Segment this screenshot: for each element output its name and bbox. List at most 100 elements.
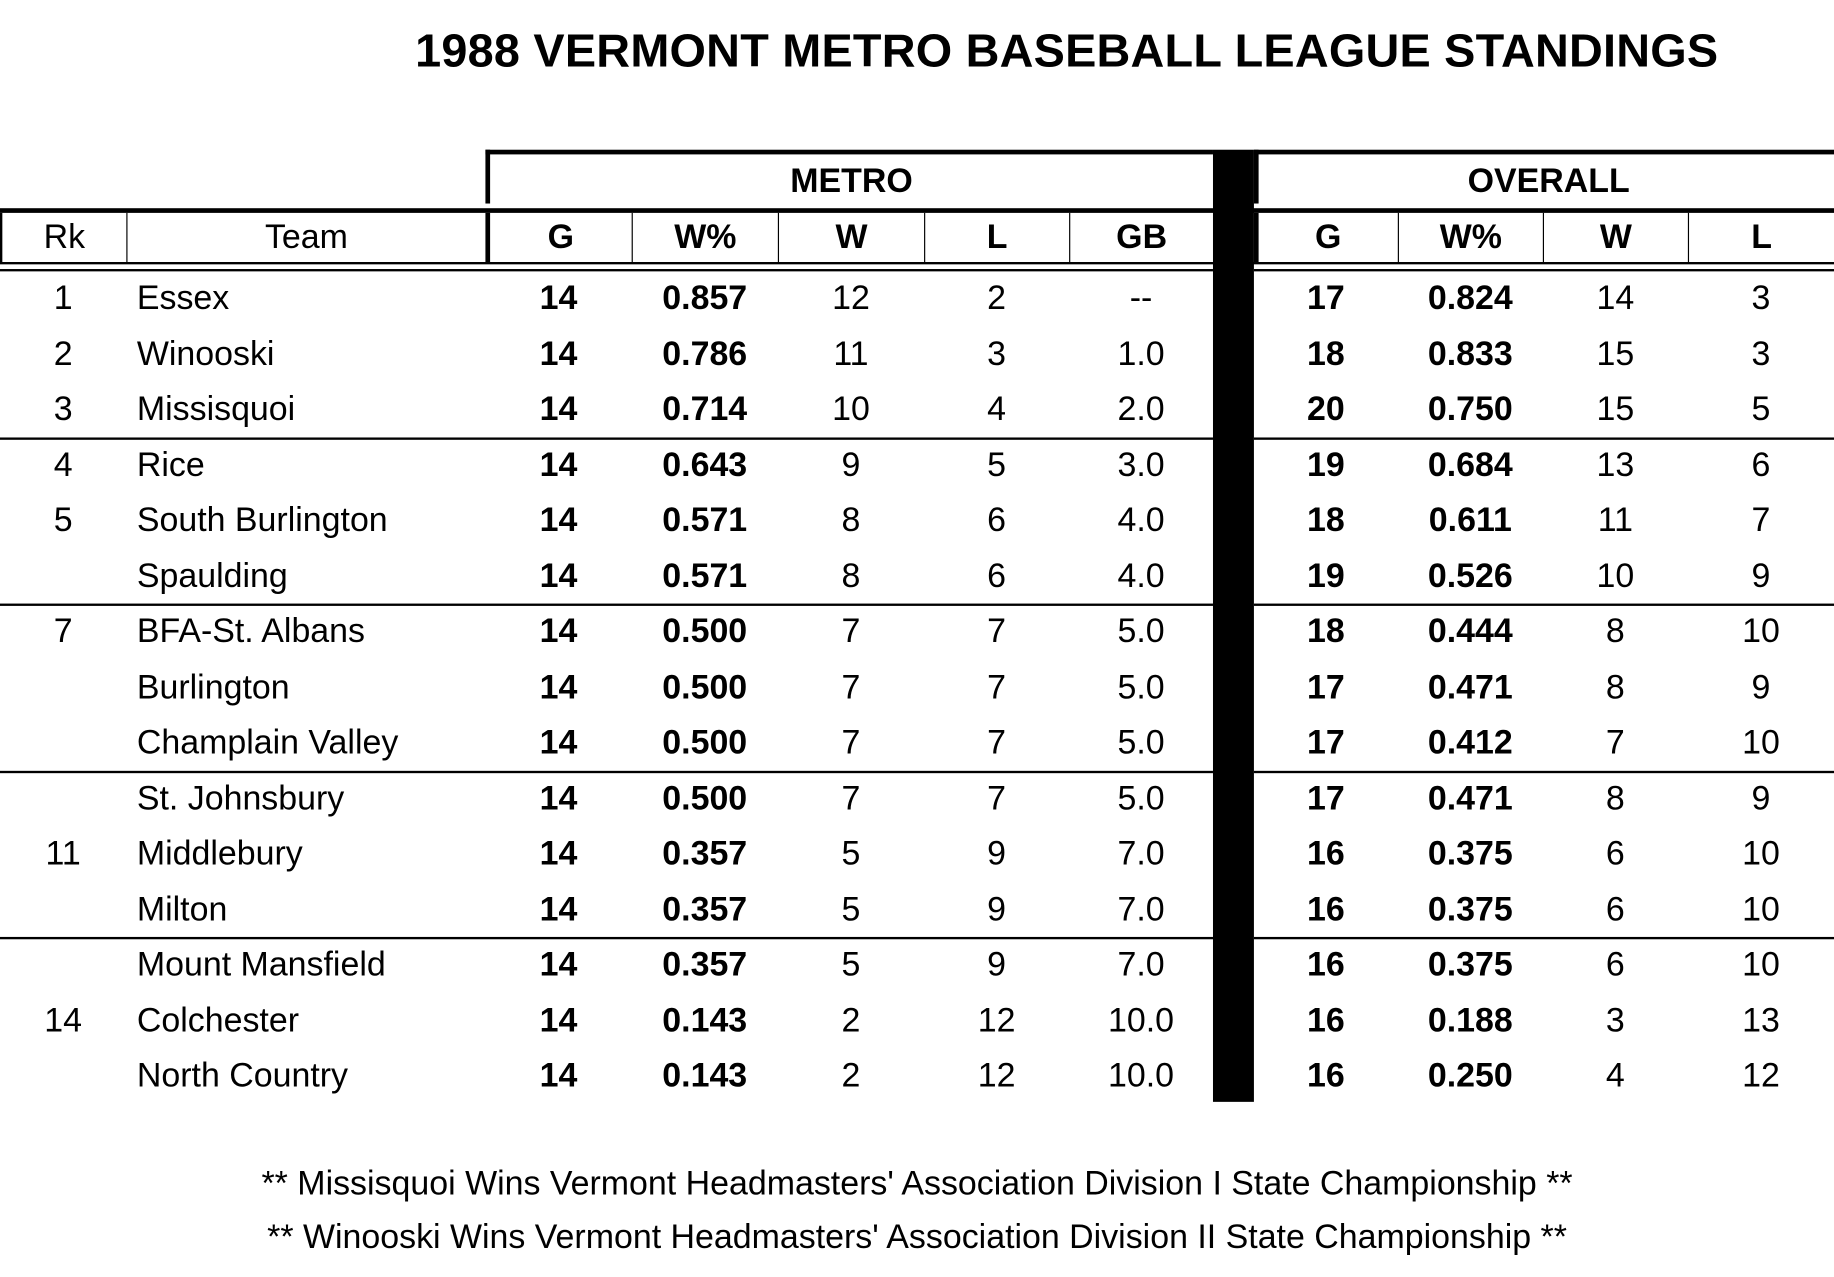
column-header: L (924, 212, 1069, 263)
overall-wins-cell: 15 (1596, 390, 1635, 429)
metro-wins-cell: 12 (832, 279, 870, 317)
metro-losses-cell: 12 (977, 1001, 1016, 1040)
rank-cell (0, 771, 126, 826)
overall-games-cell: 18 (1306, 335, 1345, 373)
overall-wins-cell: 8 (1605, 612, 1625, 651)
overall-games-cell: 16 (1306, 1001, 1345, 1040)
column-header: W (777, 212, 924, 263)
metro-win-pct-cell: 0.143 (662, 1001, 748, 1040)
metro-games-cell: 14 (539, 1001, 578, 1040)
team-cell: Middlebury (136, 835, 303, 873)
rank-cell (0, 938, 126, 993)
metro-games-cell: 14 (539, 612, 578, 651)
team-cell: Champlain Valley (136, 724, 399, 762)
metro-wins-cell: 7 (841, 612, 861, 651)
metro-wins-cell: 7 (841, 779, 861, 818)
metro-wins-cell: 5 (841, 835, 861, 873)
overall-losses-cell: 7 (1751, 501, 1771, 540)
overall-losses-cell: 9 (1751, 668, 1771, 706)
overall-games-cell: 16 (1306, 946, 1345, 984)
metro-losses-cell: 2 (987, 279, 1007, 317)
overall-wins-cell: 8 (1605, 779, 1625, 818)
overall-losses-cell: 10 (1742, 890, 1780, 929)
metro-win-pct-cell: 0.500 (662, 668, 748, 706)
rank-cell: 14 (44, 1001, 83, 1040)
overall-win-pct-cell: 0.471 (1427, 779, 1513, 818)
group-separator (0, 770, 1213, 773)
metro-win-pct-cell: 0.714 (662, 390, 748, 429)
overall-win-pct-cell: 0.412 (1427, 724, 1513, 762)
metro-losses-cell: 9 (987, 890, 1007, 929)
overall-games-cell: 16 (1306, 1057, 1345, 1095)
overall-wins-cell: 13 (1596, 446, 1635, 484)
team-cell: North Country (136, 1057, 349, 1095)
table-row: 4 Rice 14 0.643 9 5 3.0 19 0.684 13 6 (0, 438, 1834, 494)
overall-games-cell: 16 (1306, 835, 1345, 873)
column-header: L (1687, 212, 1834, 263)
team-cell: South Burlington (136, 501, 388, 540)
table-row: 7 BFA-St. Albans 14 0.500 7 7 5.0 18 0.444 8 10 (0, 605, 1834, 661)
overall-win-pct-cell: 0.250 (1427, 1057, 1513, 1095)
team-cell: Burlington (136, 668, 290, 706)
overall-losses-cell: 6 (1751, 446, 1771, 484)
overall-wins-cell: 7 (1605, 724, 1625, 762)
table-row: North Country 14 0.143 2 12 10.0 16 0.250 4 12 (0, 1049, 1834, 1105)
metro-wins-cell: 8 (841, 501, 861, 540)
overall-games-cell: 18 (1306, 612, 1345, 651)
metro-win-pct-cell: 0.571 (662, 557, 748, 595)
overall-wins-cell: 8 (1605, 668, 1625, 706)
team-cell: Colchester (136, 1001, 300, 1040)
table-row: Spaulding 14 0.571 8 6 4.0 19 0.526 10 9 (0, 549, 1834, 605)
table-row: Milton 14 0.357 5 9 7.0 16 0.375 6 10 (0, 883, 1834, 939)
column-header: W% (1397, 212, 1543, 263)
metro-losses-cell: 7 (987, 612, 1007, 651)
metro-win-pct-cell: 0.643 (662, 446, 748, 484)
group-separator (1253, 436, 1834, 440)
metro-wins-cell: 2 (841, 1001, 861, 1040)
overall-win-pct-cell: 0.833 (1427, 335, 1513, 373)
overall-games-cell: 19 (1306, 557, 1345, 595)
overall-games-cell: 17 (1306, 724, 1345, 762)
games-behind-cell: 2.0 (1117, 390, 1165, 429)
table-row: 2 Winooski 14 0.786 11 3 1.0 18 0.833 15 3 (0, 327, 1834, 383)
team-cell: Mount Mansfield (136, 946, 386, 984)
metro-wins-cell: 7 (841, 668, 861, 706)
overall-losses-cell: 10 (1742, 835, 1780, 873)
overall-games-cell: 17 (1306, 668, 1345, 706)
group-separator (0, 603, 1213, 606)
rank-cell (0, 883, 126, 938)
metro-games-cell: 14 (539, 890, 578, 929)
rank-cell: 5 (53, 501, 73, 540)
games-behind-cell: 7.0 (1117, 946, 1165, 984)
overall-losses-cell: 13 (1742, 1001, 1780, 1040)
overall-losses-cell: 12 (1742, 1057, 1780, 1095)
metro-games-cell: 14 (539, 668, 578, 706)
games-behind-cell: 5.0 (1117, 612, 1165, 651)
overall-wins-cell: 14 (1596, 279, 1635, 317)
group-separator (1253, 603, 1834, 606)
metro-wins-cell: 5 (841, 946, 861, 984)
overall-wins-cell: 15 (1596, 335, 1635, 373)
metro-losses-cell: 3 (987, 335, 1007, 373)
group-separator (0, 436, 1213, 440)
metro-wins-cell: 8 (841, 557, 861, 595)
overall-losses-cell: 3 (1751, 279, 1771, 317)
games-behind-cell: 3.0 (1117, 446, 1165, 484)
metro-win-pct-cell: 0.500 (662, 724, 748, 762)
metro-games-cell: 14 (539, 724, 578, 762)
metro-losses-cell: 6 (987, 501, 1007, 540)
column-header: Rk (0, 212, 126, 263)
team-cell: BFA-St. Albans (136, 612, 366, 651)
overall-win-pct-cell: 0.471 (1427, 668, 1513, 706)
rank-cell (0, 660, 126, 715)
overall-win-pct-cell: 0.375 (1427, 890, 1513, 929)
group-separator (1253, 936, 1834, 940)
table-row: St. Johnsbury 14 0.500 7 7 5.0 17 0.471 8 9 (0, 771, 1834, 827)
rank-cell: 11 (45, 835, 81, 873)
overall-win-pct-cell: 0.444 (1427, 612, 1513, 651)
table-row: 14 Colchester 14 0.143 2 12 10.0 16 0.188 3 13 (0, 994, 1834, 1050)
overall-wins-cell: 10 (1596, 557, 1635, 595)
footnote-1: ** Missisquoi Wins Vermont Headmasters' … (261, 1165, 1573, 1203)
column-header: Team (126, 212, 485, 263)
